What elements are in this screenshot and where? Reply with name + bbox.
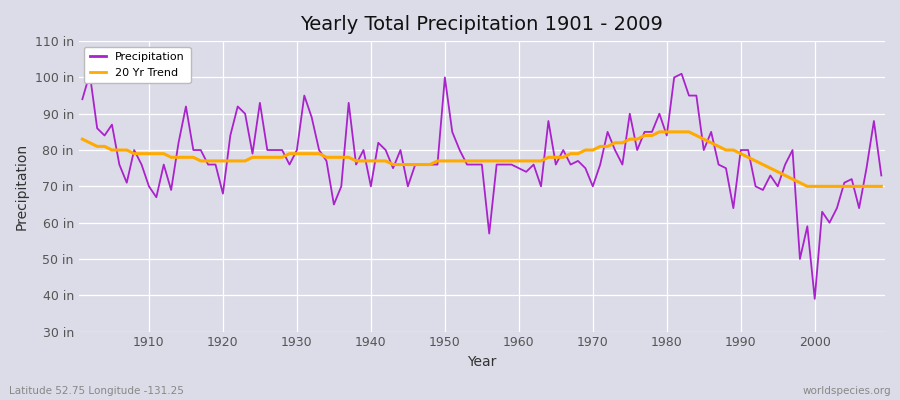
Title: Yearly Total Precipitation 1901 - 2009: Yearly Total Precipitation 1901 - 2009 <box>301 15 663 34</box>
Text: worldspecies.org: worldspecies.org <box>803 386 891 396</box>
Text: Latitude 52.75 Longitude -131.25: Latitude 52.75 Longitude -131.25 <box>9 386 184 396</box>
X-axis label: Year: Year <box>467 355 497 369</box>
Y-axis label: Precipitation: Precipitation <box>15 143 29 230</box>
Legend: Precipitation, 20 Yr Trend: Precipitation, 20 Yr Trend <box>85 47 191 83</box>
